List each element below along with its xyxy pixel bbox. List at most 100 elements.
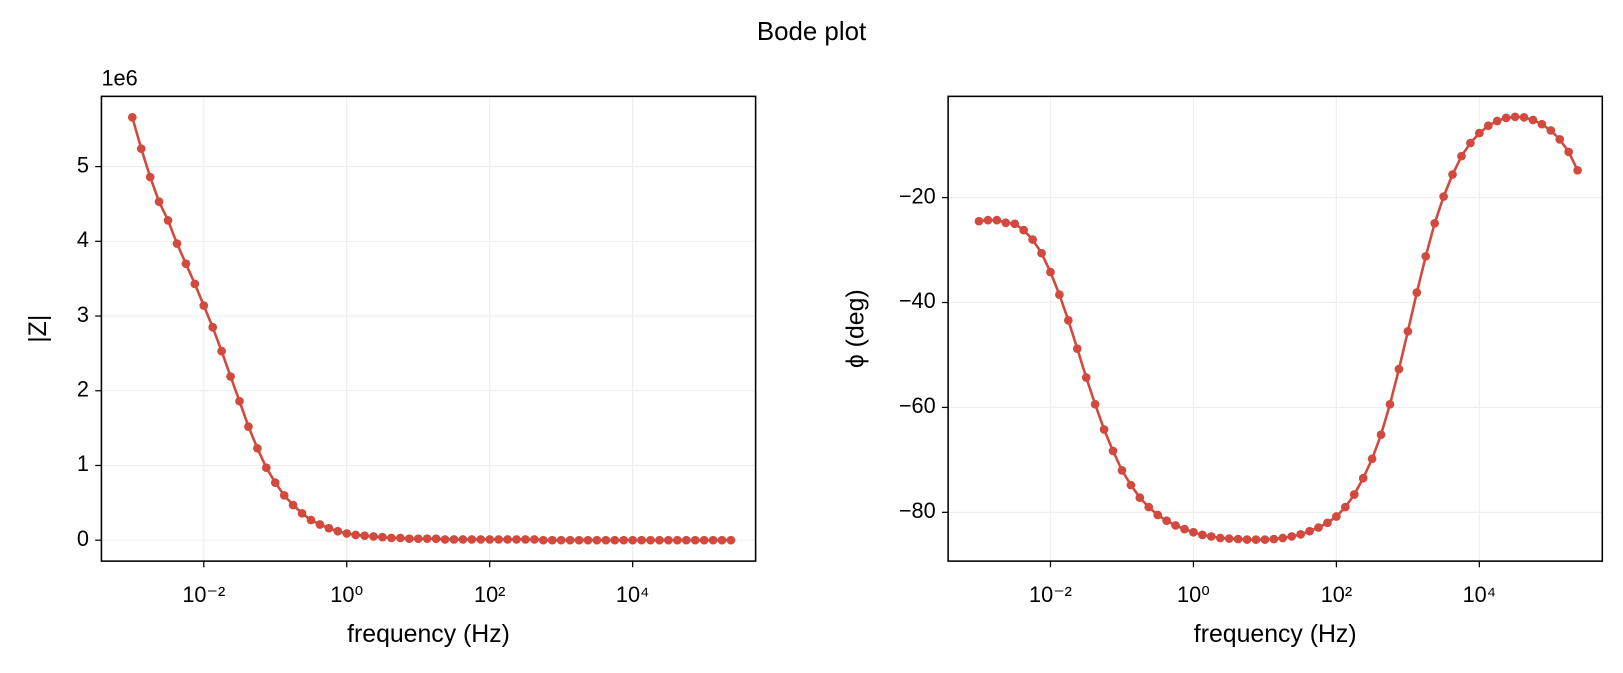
data-point (512, 535, 521, 544)
x-tick-label: 10² (474, 582, 505, 607)
data-point (1126, 480, 1136, 490)
data-point (646, 535, 655, 545)
data-point (1081, 373, 1091, 382)
data-point (413, 534, 423, 544)
data-point (1153, 510, 1163, 520)
x-tick-label: 10⁴ (1463, 582, 1497, 607)
data-point (655, 535, 664, 545)
y-tick-label: −40 (899, 288, 936, 313)
data-point (1519, 112, 1529, 122)
data-point (1242, 535, 1252, 544)
data-point (1537, 119, 1547, 129)
subplot: 10⁻² 10⁰ 10² 10⁴ −80 −60 −40 −20 frequency (Hz) ϕ… (843, 95, 1604, 648)
data-point (690, 535, 700, 545)
data-point (235, 396, 244, 406)
data-point (1403, 327, 1413, 336)
data-point (538, 535, 548, 545)
offset-label: 1e6 (101, 66, 137, 91)
data-point (1492, 116, 1502, 126)
x-tick-label: 10⁻² (1029, 582, 1072, 607)
data-point (601, 535, 611, 545)
data-point (315, 520, 325, 529)
data-point (672, 535, 682, 545)
y-tick-label: 4 (77, 227, 89, 252)
data-point (395, 533, 405, 543)
data-point (628, 535, 637, 545)
data-point (1180, 524, 1189, 534)
data-point (190, 279, 200, 289)
plot-frame (100, 95, 757, 562)
data-point (1340, 502, 1350, 512)
data-point (476, 535, 486, 544)
data-point (1072, 344, 1082, 354)
data-point (992, 215, 1002, 225)
data-point (1546, 126, 1556, 135)
data-point (485, 535, 495, 544)
data-point (458, 535, 468, 544)
data-point (1430, 218, 1440, 228)
data-point (1090, 399, 1100, 409)
data-point (1135, 493, 1145, 502)
data-point (172, 239, 182, 248)
data-point (181, 259, 191, 269)
data-point (708, 535, 718, 545)
data-point (1483, 121, 1493, 131)
data-point (699, 535, 709, 545)
data-point (253, 443, 262, 453)
data-point (565, 535, 575, 545)
data-point (1144, 502, 1154, 512)
data-point (360, 531, 369, 541)
data-point (547, 535, 557, 545)
data-point (351, 530, 361, 540)
data-point (530, 535, 539, 544)
data-point (619, 535, 629, 545)
data-point (1019, 225, 1029, 235)
data-point (342, 529, 352, 538)
data-point (154, 197, 164, 207)
y-axis-label: ϕ (deg) (843, 289, 870, 368)
data-point (556, 535, 566, 545)
x-axis-label: frequency (Hz) (347, 621, 510, 648)
data-point (1099, 425, 1109, 434)
x-tick-label: 10⁴ (616, 582, 650, 607)
data-point (521, 535, 530, 544)
x-tick-label: 10⁻² (182, 582, 225, 607)
data-point (1046, 267, 1055, 277)
data-point (1206, 532, 1216, 541)
data-point (1358, 473, 1368, 483)
data-point (1439, 192, 1448, 201)
data-point (1162, 516, 1171, 526)
data-point (1385, 399, 1395, 409)
data-line (131, 116, 731, 542)
data-point (1448, 170, 1457, 179)
data-point (270, 478, 280, 488)
data-point (1108, 446, 1118, 456)
data-point (494, 535, 503, 544)
data-point (1117, 466, 1127, 475)
data-point (279, 491, 289, 500)
data-point (1394, 364, 1404, 374)
data-point (378, 532, 387, 542)
data-point (637, 535, 646, 545)
data-point (1037, 248, 1046, 258)
data-point (1260, 535, 1270, 544)
y-tick-label: 2 (77, 376, 89, 401)
data-point (1063, 315, 1073, 325)
data-point (431, 534, 441, 544)
data-point (217, 346, 226, 356)
data-point (574, 535, 584, 545)
data-point (1555, 135, 1565, 144)
data-point (449, 535, 459, 544)
data-point (503, 535, 512, 544)
data-point (288, 500, 298, 510)
data-point (1332, 512, 1341, 521)
data-point (163, 216, 173, 225)
data-point (1305, 526, 1314, 536)
data-point (1224, 534, 1234, 543)
data-point (1028, 235, 1037, 244)
data-point (1510, 112, 1520, 122)
data-point (1269, 534, 1279, 544)
data-point (1564, 147, 1574, 157)
